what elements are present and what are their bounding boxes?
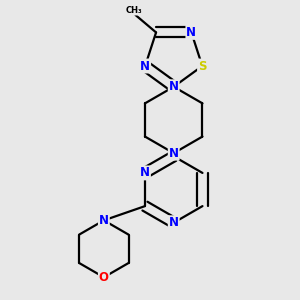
Text: N: N (169, 147, 179, 160)
Text: N: N (99, 214, 109, 227)
Text: N: N (140, 59, 150, 73)
Text: CH₃: CH₃ (126, 6, 142, 15)
Text: O: O (99, 271, 109, 284)
Text: N: N (169, 216, 179, 229)
Text: N: N (186, 26, 197, 39)
Text: N: N (140, 167, 150, 179)
Text: N: N (169, 80, 179, 93)
Text: S: S (198, 59, 206, 73)
